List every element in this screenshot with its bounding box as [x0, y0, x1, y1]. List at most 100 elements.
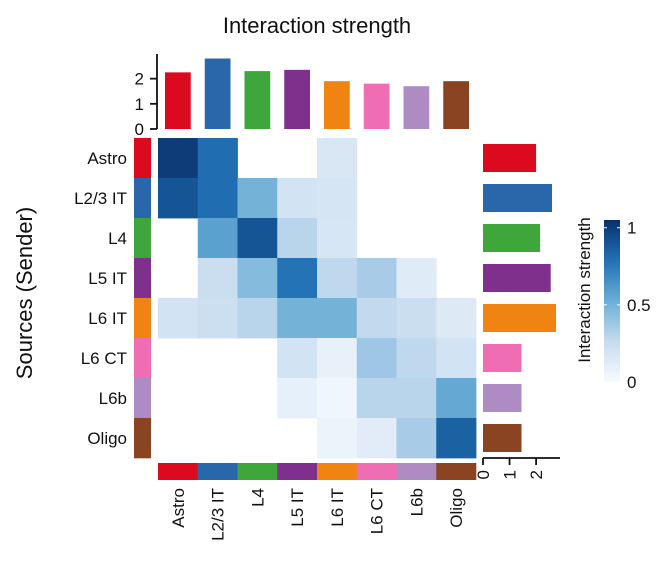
- col-color-bar: [158, 463, 477, 480]
- heatmap-cell: [237, 258, 278, 299]
- heatmap-cell: [277, 258, 318, 299]
- col-label: Oligo: [447, 488, 466, 528]
- heatmap-cell: [436, 298, 477, 339]
- heatmap-cell: [317, 378, 358, 419]
- heatmap-cell: [277, 338, 318, 379]
- heatmap-cell: [237, 298, 278, 339]
- row-color-swatch: [134, 218, 151, 259]
- col-label: L6 IT: [328, 488, 347, 527]
- heatmap: [158, 138, 477, 459]
- outgoing-bar: [483, 384, 522, 412]
- heatmap-cell: [197, 298, 238, 339]
- heatmap-cell: [197, 138, 238, 179]
- col-label: L6b: [407, 488, 426, 516]
- heatmap-cell: [317, 418, 358, 459]
- top-axis-tick-label: 1: [135, 95, 144, 114]
- heatmap-cell: [356, 338, 397, 379]
- heatmap-cell: [317, 218, 358, 259]
- row-color-swatch: [134, 258, 151, 299]
- row-label: L6 IT: [88, 309, 127, 328]
- legend-tick-label: 0.5: [627, 296, 651, 315]
- row-label: Oligo: [87, 429, 127, 448]
- heatmap-cell: [317, 258, 358, 299]
- heatmap-cell: [317, 298, 358, 339]
- right-axis-tick-label: 0: [474, 470, 493, 479]
- incoming-bar: [165, 72, 191, 129]
- top-axis-tick-label: 2: [135, 70, 144, 89]
- row-color-bar: [134, 138, 151, 459]
- outgoing-bar: [483, 184, 553, 212]
- col-label: L4: [248, 488, 267, 507]
- col-label: L6 CT: [368, 488, 387, 534]
- row-color-swatch: [134, 378, 151, 419]
- top-barplot: [165, 58, 469, 129]
- col-color-swatch: [396, 463, 437, 480]
- row-label: L6 CT: [81, 349, 127, 368]
- col-labels: Astro L2/3 IT L4 L5 IT L6 IT L6 CT L6b Oligo: [169, 488, 466, 541]
- outgoing-bar: [483, 264, 551, 292]
- col-label: Astro: [169, 488, 188, 528]
- incoming-bar: [443, 81, 469, 129]
- outgoing-bar: [483, 144, 537, 172]
- right-axis-tick-label: 1: [501, 470, 520, 479]
- row-label: L4: [108, 229, 127, 248]
- heatmap-cell: [317, 338, 358, 379]
- heatmap-cell: [396, 418, 437, 459]
- heatmap-cell: [356, 378, 397, 419]
- heatmap-cell: [436, 378, 477, 419]
- legend-colorbar: [604, 220, 620, 382]
- heatmap-cell: [396, 338, 437, 379]
- row-color-swatch: [134, 178, 151, 219]
- outgoing-bar: [483, 344, 522, 372]
- heatmap-cell: [158, 138, 199, 179]
- heatmap-cell: [277, 178, 318, 219]
- heatmap-cell: [317, 178, 358, 219]
- heatmap-cell: [277, 378, 318, 419]
- row-color-swatch: [134, 418, 151, 459]
- outgoing-bar: [483, 424, 522, 452]
- heatmap-cell: [158, 178, 199, 219]
- row-color-swatch: [134, 338, 151, 379]
- incoming-bar: [324, 81, 350, 129]
- incoming-bar: [284, 69, 310, 129]
- heatmap-cell: [197, 178, 238, 219]
- outgoing-bar: [483, 304, 557, 332]
- col-color-swatch: [237, 463, 278, 480]
- heatmap-cell: [237, 218, 278, 259]
- col-label: L5 IT: [288, 488, 307, 527]
- heatmap-cell: [277, 298, 318, 339]
- heatmap-cell: [237, 178, 278, 219]
- col-color-swatch: [277, 463, 318, 480]
- incoming-bar: [363, 83, 390, 129]
- y-axis-title: Sources (Sender): [12, 207, 37, 379]
- heatmap-cell: [396, 298, 437, 339]
- heatmap-cell: [356, 418, 397, 459]
- row-color-swatch: [134, 138, 151, 179]
- top-axis: 0 1 2: [135, 54, 158, 139]
- row-labels: Astro L2/3 IT L4 L5 IT L6 IT L6 CT L6b Oligo: [74, 149, 127, 448]
- legend-tick-label: 0: [627, 373, 636, 392]
- col-color-swatch: [356, 463, 397, 480]
- heatmap-cell: [396, 258, 437, 299]
- col-label: L2/3 IT: [209, 488, 228, 541]
- outgoing-bar: [483, 224, 541, 252]
- incoming-bar: [403, 86, 430, 129]
- col-color-swatch: [436, 463, 477, 480]
- col-color-swatch: [317, 463, 358, 480]
- legend-title: Interaction strength: [575, 217, 594, 363]
- heatmap-cell: [396, 378, 437, 419]
- heatmap-cell: [356, 298, 397, 339]
- legend-ticks: 00.51: [604, 219, 651, 392]
- incoming-bar: [204, 58, 231, 129]
- right-axis-tick-label: 2: [527, 470, 546, 479]
- row-label: L6b: [99, 389, 127, 408]
- heatmap-cell: [277, 218, 318, 259]
- heatmap-cell: [356, 258, 397, 299]
- heatmap-cell: [197, 258, 238, 299]
- chart-title: Interaction strength: [223, 13, 411, 38]
- row-label: L2/3 IT: [74, 189, 127, 208]
- heatmap-cell: [197, 218, 238, 259]
- legend-tick-label: 1: [627, 219, 636, 238]
- col-color-swatch: [197, 463, 238, 480]
